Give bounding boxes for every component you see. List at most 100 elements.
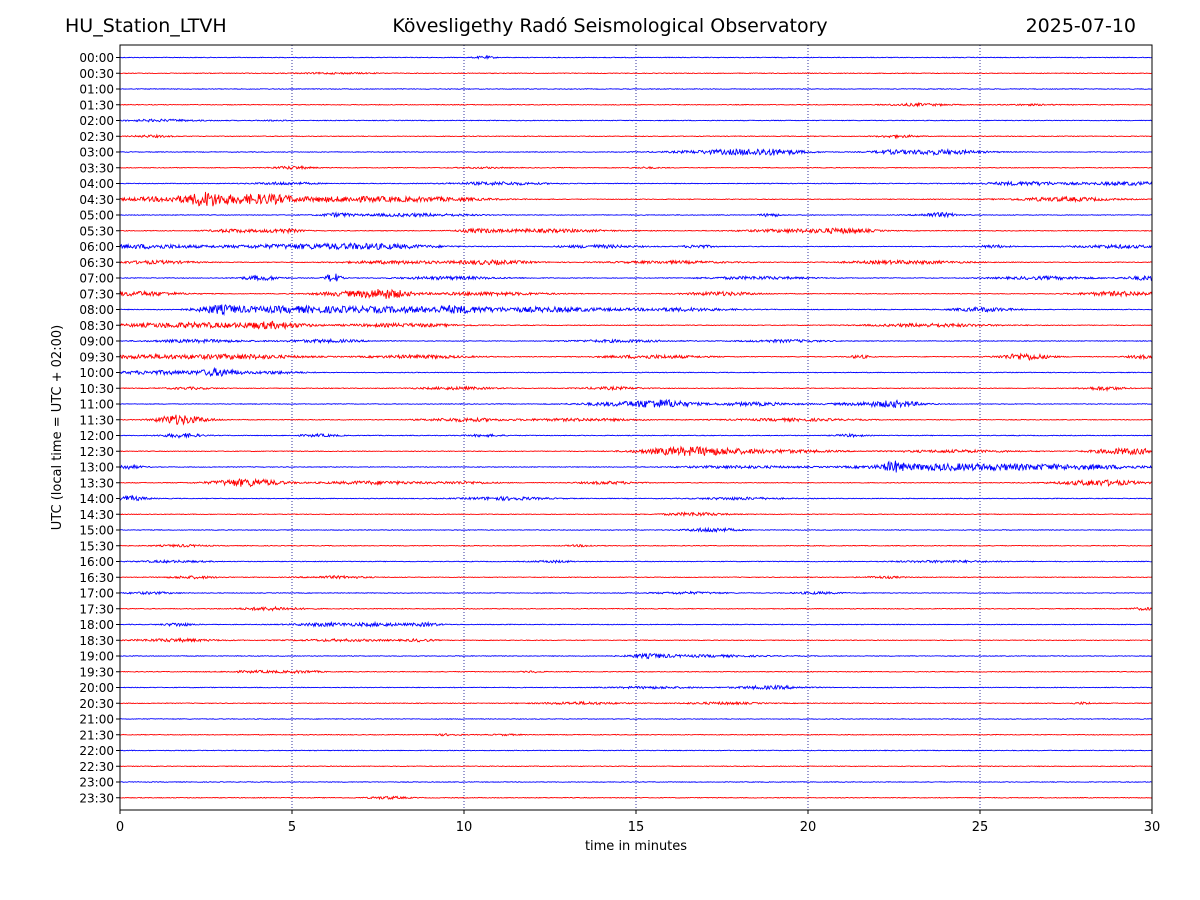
trace-1100 <box>119 398 1153 409</box>
trace-0600 <box>119 241 1153 251</box>
y-tick-label: 04:00 <box>79 177 114 191</box>
trace-0400 <box>119 180 1153 187</box>
y-tick-label: 23:30 <box>79 791 114 805</box>
y-tick-label: 10:00 <box>79 366 114 380</box>
trace-1400 <box>119 494 1153 502</box>
y-tick-label: 16:00 <box>79 555 114 569</box>
x-tick-label: 15 <box>628 820 645 835</box>
trace-0130 <box>119 101 1153 108</box>
date-title: 2025-07-10 <box>1025 15 1136 37</box>
x-tick-label: 0 <box>116 820 124 835</box>
trace-0930 <box>119 352 1153 361</box>
trace-1530 <box>119 543 1153 549</box>
trace-0300 <box>119 148 1153 157</box>
trace-1930 <box>119 669 1153 675</box>
trace-1600 <box>119 558 1153 564</box>
y-tick-label: 21:00 <box>79 713 114 727</box>
trace-1230 <box>119 445 1153 457</box>
y-tick-label: 08:30 <box>79 319 114 333</box>
trace-2230 <box>119 765 1153 768</box>
y-tick-label: 16:30 <box>79 571 114 585</box>
trace-2030 <box>119 700 1153 706</box>
trace-1430 <box>119 511 1153 518</box>
y-tick-label: 20:30 <box>79 697 114 711</box>
trace-0200 <box>119 118 1153 123</box>
y-tick-label: 18:30 <box>79 634 114 648</box>
y-tick-label: 19:00 <box>79 650 114 664</box>
trace-0800 <box>119 304 1152 317</box>
y-tick-label: 15:00 <box>79 524 114 538</box>
y-tick-label: 08:00 <box>79 303 114 317</box>
trace-0830 <box>119 320 1153 331</box>
y-tick-label: 10:30 <box>79 382 114 396</box>
y-tick-label: 23:00 <box>79 776 114 790</box>
y-tick-label: 06:00 <box>79 240 114 254</box>
trace-1000 <box>119 366 1153 378</box>
trace-1630 <box>119 574 1153 580</box>
y-tick-label: 00:30 <box>79 67 114 81</box>
y-tick-label: 20:00 <box>79 681 114 695</box>
y-tick-label: 17:00 <box>79 587 114 601</box>
y-tick-label: 11:30 <box>79 413 114 427</box>
trace-2100 <box>119 718 1153 720</box>
trace-0330 <box>119 165 1153 171</box>
trace-0030 <box>119 71 1153 75</box>
trace-1700 <box>119 590 1153 596</box>
y-tick-label: 07:30 <box>79 287 114 301</box>
y-tick-label: 01:30 <box>79 98 114 112</box>
trace-0500 <box>119 211 1153 219</box>
trace-2130 <box>119 733 1153 737</box>
trace-1500 <box>119 526 1153 533</box>
y-tick-label: 17:30 <box>79 602 114 616</box>
y-tick-label: 02:30 <box>79 130 114 144</box>
y-tick-label: 03:30 <box>79 161 114 175</box>
x-axis-label: time in minutes <box>585 839 687 854</box>
y-tick-label: 14:00 <box>79 492 114 506</box>
y-axis-label: UTC (local time = UTC + 02:00) <box>50 325 65 530</box>
x-tick-label: 30 <box>1144 820 1161 835</box>
trace-0230 <box>119 133 1153 140</box>
y-tick-label: 12:00 <box>79 429 114 443</box>
trace-0730 <box>119 288 1153 300</box>
y-tick-label: 05:30 <box>79 224 114 238</box>
x-tick-label: 25 <box>972 820 989 835</box>
y-tick-label: 07:00 <box>79 272 114 286</box>
trace-1030 <box>119 385 1153 393</box>
trace-0630 <box>119 258 1153 266</box>
y-tick-label: 14:30 <box>79 508 114 522</box>
y-tick-label: 09:30 <box>79 350 114 364</box>
trace-0530 <box>119 226 1153 235</box>
trace-2300 <box>119 781 1153 783</box>
y-tick-label: 21:30 <box>79 728 114 742</box>
y-tick-label: 12:30 <box>79 445 114 459</box>
trace-0430 <box>119 191 1153 207</box>
y-tick-label: 13:00 <box>79 461 114 475</box>
y-tick-label: 03:00 <box>79 146 114 160</box>
y-tick-label: 19:30 <box>79 665 114 679</box>
y-tick-label: 18:00 <box>79 618 114 632</box>
grid-lines <box>291 45 981 810</box>
trace-1830 <box>119 637 1153 644</box>
trace-1730 <box>119 605 1153 612</box>
observatory-title: Kövesligethy Radó Seismological Observat… <box>392 15 828 37</box>
y-tick-label: 01:00 <box>79 83 114 97</box>
trace-0000 <box>119 54 1152 61</box>
y-tick-label: 22:30 <box>79 760 114 774</box>
y-tick-label: 00:00 <box>79 51 114 65</box>
trace-1200 <box>119 432 1153 439</box>
trace-group <box>119 54 1153 801</box>
y-tick-label: 13:30 <box>79 476 114 490</box>
station-title: HU_Station_LTVH <box>65 15 227 37</box>
x-tick-label: 20 <box>800 820 817 835</box>
y-tick-label: 04:30 <box>79 193 114 207</box>
trace-2200 <box>119 749 1153 752</box>
trace-0900 <box>119 337 1153 345</box>
trace-1330 <box>119 477 1153 488</box>
trace-2330 <box>119 795 1153 801</box>
trace-1300 <box>119 460 1153 473</box>
y-tick-label: 09:00 <box>79 335 114 349</box>
y-tick-label: 22:00 <box>79 744 114 758</box>
trace-0700 <box>119 273 1153 282</box>
